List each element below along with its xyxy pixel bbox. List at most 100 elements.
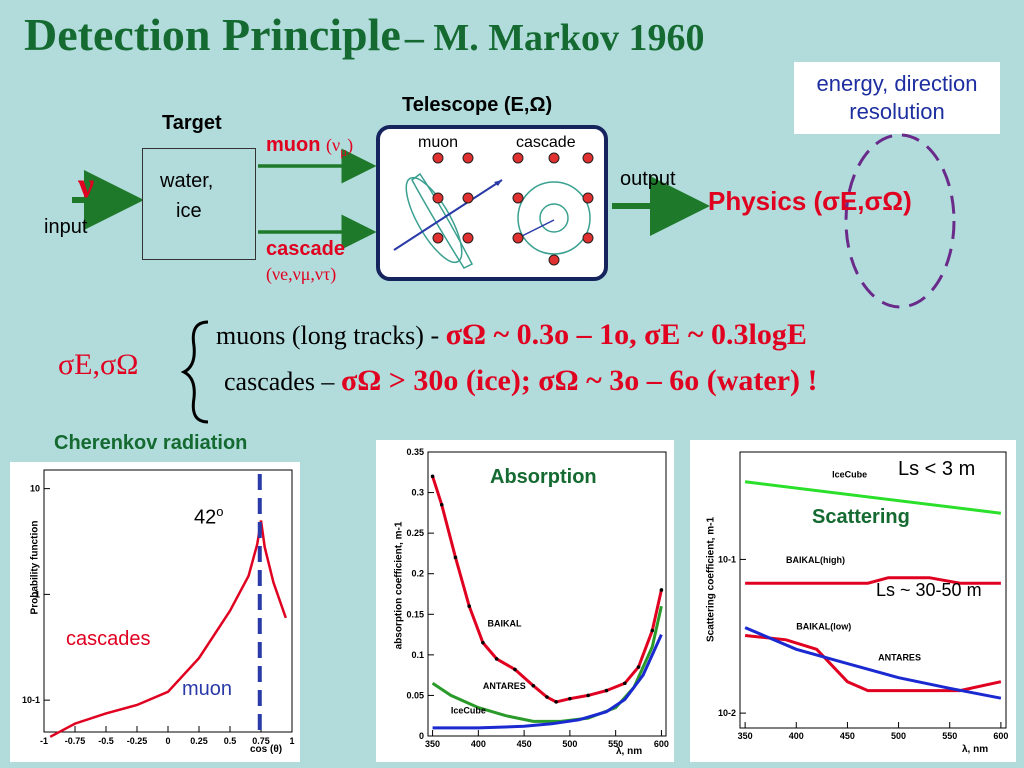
title-main: Detection Principle — [24, 9, 401, 60]
data-point — [554, 700, 558, 704]
y-tick-label: 0.15 — [406, 609, 424, 619]
x-tick-label: 400 — [471, 739, 486, 749]
cherenkov-xlabel: cos (θ) — [250, 744, 283, 755]
data-point — [439, 502, 444, 507]
formula-line-2-value: σΩ > 30o (ice); σΩ ~ 3o – 6o (water) ! — [340, 364, 818, 397]
scattering-chart: 350 400 450 500 550 600 10-1 10-2 IceCube BAIKAL(… — [718, 451, 1008, 741]
cascade-neutrinos: (νe,νμ,ντ) — [266, 264, 337, 284]
muon-close: ) — [347, 135, 354, 155]
x-tick-label: 550 — [942, 731, 957, 741]
y-tick-label: 10 — [30, 484, 40, 494]
data-point — [604, 688, 609, 693]
scattering-ylabel: Scattering coefficient, m-1 — [705, 516, 717, 643]
series-label-IceCube: IceCube — [451, 705, 486, 715]
telescope-sketch — [393, 152, 594, 269]
data-point — [659, 588, 664, 592]
series-label-IceCube: IceCube — [832, 470, 867, 480]
plot-frame — [739, 451, 1007, 729]
cascade-rings — [513, 181, 591, 255]
y-tick-label: 0.3 — [411, 488, 424, 498]
x-tick-label: 350 — [425, 739, 440, 749]
x-tick-label: 500 — [562, 739, 577, 749]
dashed-ellipse — [844, 133, 956, 309]
data-point — [650, 628, 655, 633]
series-label-BAIKAL(high): BAIKAL(high) — [786, 555, 845, 565]
physics-label: Physics (σE,σΩ) — [708, 186, 912, 216]
y-tick-label: 0.25 — [406, 528, 424, 538]
data-point — [586, 693, 590, 698]
brace — [180, 320, 209, 424]
x-tick-label: 500 — [891, 731, 906, 741]
x-tick-label: -0.75 — [65, 736, 86, 746]
absorption-panel: 350 400 450 500 550 600 0 0.05 0.1 0.15 0.2 0.25 0.3… — [376, 440, 674, 762]
diagram-arrows — [72, 148, 710, 250]
muon-nu: (ν — [326, 135, 341, 155]
data-point — [513, 667, 517, 672]
input-label: input — [44, 216, 88, 238]
x-tick-label: 450 — [840, 731, 855, 741]
angle-label: 42o — [194, 504, 223, 530]
x-tick-label: 0.5 — [224, 736, 237, 746]
y-tick-label: 0.1 — [411, 650, 424, 660]
absorption-heading: Absorption — [490, 466, 597, 488]
scattering-panel: 350 400 450 500 550 600 10-1 10-2 IceCube BAIKAL(… — [690, 440, 1016, 762]
plot-frame — [427, 451, 667, 737]
scattering-xlabel: λ, nm — [962, 744, 989, 755]
formula-line-1-prefix: muons (long tracks) - — [216, 321, 440, 350]
x-tick-label: 1 — [289, 736, 294, 746]
series-label-BAIKAL(low): BAIKAL(low) — [796, 621, 851, 631]
ls-large-label: Ls ~ 30-50 m — [876, 580, 982, 600]
ls-small-label: Ls < 3 m — [898, 458, 976, 480]
cascades-label: cascades — [66, 628, 151, 650]
target-line-1: water, — [160, 170, 214, 192]
y-tick-label: 0.05 — [406, 690, 424, 700]
output-label: output — [620, 168, 676, 190]
series-line-IceCube — [432, 633, 663, 730]
series-line-cascades — [49, 520, 287, 738]
slide-title: Detection Principle – M. Markov 1960 — [24, 8, 705, 61]
data-point — [623, 681, 627, 686]
series-label-ANTARES: ANTARES — [878, 652, 921, 662]
y-tick-label: 1 — [35, 589, 40, 599]
scope-muon-label: muon — [418, 134, 459, 151]
formula-line-1-value: σΩ ~ 0.3o – 1o, σE ~ 0.3logE — [445, 318, 807, 351]
formula-line-2-prefix: cascades – — [224, 367, 335, 396]
muon-line-label: muon — [182, 678, 233, 700]
data-point — [481, 640, 485, 645]
x-tick-label: 600 — [654, 739, 669, 749]
series-line-BAIKAL — [431, 475, 663, 704]
x-tick-label: -0.25 — [127, 736, 148, 746]
cherenkov-panel: -1 -0.75 -0.5 -0.25 0 0.25 0.5 0.75 1 10 1 10-1 42o… — [10, 462, 300, 762]
formula-line-1: muons (long tracks) - σΩ ~ 0.3o – 1o, σE… — [216, 318, 807, 352]
resolution-line-1: energy, direction — [816, 71, 978, 96]
resolution-box: energy, direction resolution — [794, 62, 1000, 134]
target-title: Target — [162, 112, 222, 134]
data-point — [453, 555, 458, 560]
scope-cascade-label: cascade — [516, 134, 576, 151]
data-point — [545, 695, 549, 699]
x-tick-label: 350 — [738, 731, 753, 741]
muon-cone — [393, 172, 503, 269]
muon-sub: μ — [340, 144, 348, 159]
sigma-left: σE,σΩ — [58, 348, 139, 381]
data-point — [568, 696, 572, 701]
x-tick-label: 0.25 — [190, 736, 208, 746]
series-line-ANTARES — [431, 605, 663, 723]
series-label-ANTARES: ANTARES — [483, 681, 526, 691]
series-line-ANTARES — [744, 626, 1002, 700]
y-tick-label: 10-1 — [718, 554, 736, 564]
x-tick-label: -1 — [40, 736, 48, 746]
data-point — [467, 604, 471, 608]
y-tick-label: 10-1 — [22, 695, 40, 705]
muon-label: muon (νμ) — [266, 134, 353, 160]
x-tick-label: 450 — [517, 739, 532, 749]
x-tick-label: 600 — [993, 731, 1008, 741]
target-box — [142, 148, 256, 260]
telescope-title: Telescope (E,Ω) — [402, 94, 553, 116]
angle-value: 42 — [194, 506, 217, 529]
data-point — [430, 474, 435, 479]
data-point — [494, 657, 499, 661]
telescope-box — [376, 125, 608, 281]
y-tick-label: 0.35 — [406, 447, 424, 457]
scattering-heading: Scattering — [812, 506, 910, 528]
